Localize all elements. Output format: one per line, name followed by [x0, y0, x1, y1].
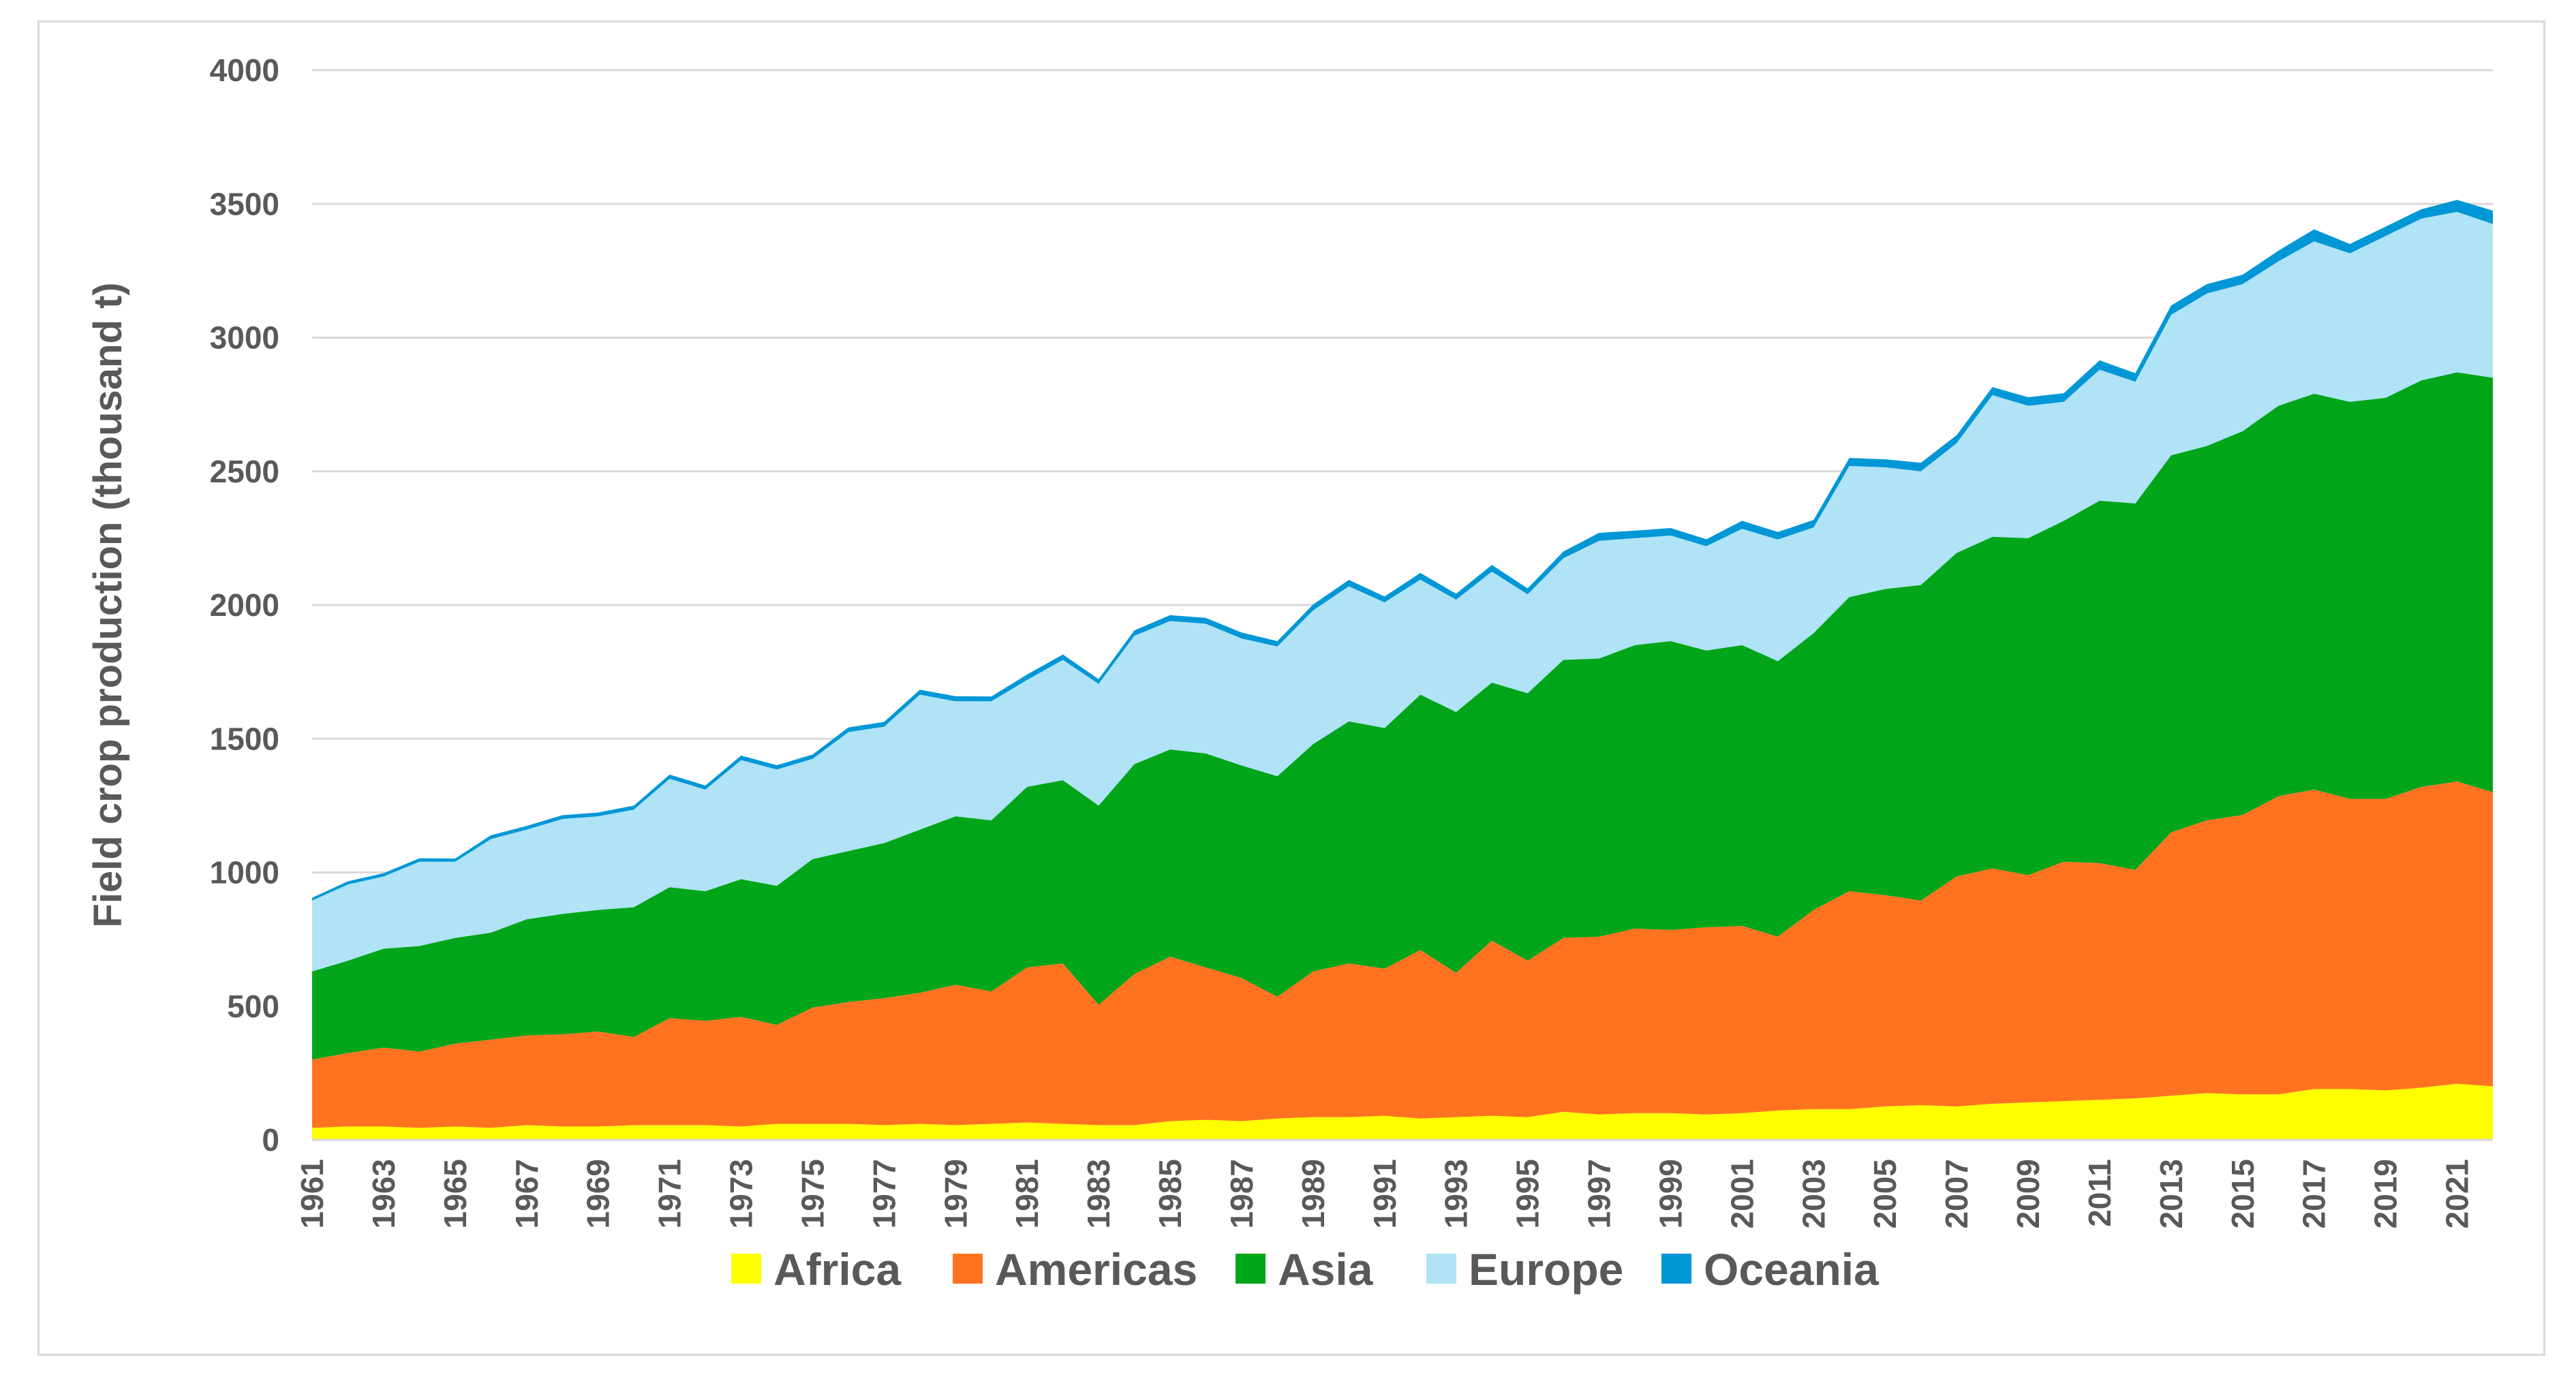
x-tick-label: 1995: [1510, 1159, 1546, 1228]
x-tick-label: 2009: [2010, 1159, 2046, 1228]
area-africa: [312, 1083, 2493, 1140]
x-tick-label: 2011: [2082, 1159, 2117, 1227]
x-tick-label: 1979: [938, 1159, 973, 1228]
legend: Africa Americas Asia Europe Oceania: [731, 1244, 1880, 1295]
x-tick-label: 1967: [509, 1159, 545, 1228]
x-tick-label: 1991: [1367, 1159, 1402, 1228]
y-tick-label: 2000: [210, 587, 279, 623]
y-tick-label: 0: [262, 1122, 279, 1158]
y-tick-label: 3500: [210, 186, 279, 221]
legend-swatch-americas: [953, 1254, 983, 1284]
legend-label-europe: Europe: [1469, 1244, 1623, 1295]
area-asia: [312, 372, 2493, 1060]
legend-swatch-europe: [1426, 1254, 1456, 1284]
chart-frame: 0 500 1000 1500 2000 2500 3000 3500 4000 1961 196…: [37, 20, 2545, 1356]
x-axis-ticks: 1961 1963 1965 1967 1969 1971 1973 1975 1977 1979…: [294, 1159, 2475, 1228]
x-tick-label: 1965: [438, 1159, 473, 1228]
x-tick-label: 1975: [795, 1159, 830, 1228]
x-tick-label: 1981: [1009, 1159, 1045, 1228]
y-tick-label: 1000: [210, 855, 279, 890]
x-tick-label: 1989: [1295, 1159, 1331, 1228]
x-tick-label: 1997: [1582, 1159, 1617, 1228]
x-tick-label: 1973: [724, 1159, 759, 1228]
x-tick-label: 1985: [1152, 1159, 1188, 1228]
x-tick-label: 1963: [366, 1159, 401, 1228]
y-tick-label: 1500: [210, 721, 279, 756]
x-tick-label: 2021: [2440, 1159, 2475, 1228]
legend-swatch-africa: [731, 1254, 761, 1284]
x-tick-label: 2015: [2225, 1159, 2260, 1228]
legend-label-africa: Africa: [773, 1244, 902, 1295]
y-axis-title: Field crop production (thousand t): [86, 282, 130, 927]
legend-label-oceania: Oceania: [1704, 1244, 1880, 1295]
x-tick-label: 2005: [1867, 1159, 1903, 1228]
y-tick-label: 4000: [210, 52, 279, 88]
y-tick-label: 3000: [210, 320, 279, 356]
x-tick-label: 1983: [1081, 1159, 1116, 1228]
x-tick-label: 1993: [1439, 1159, 1474, 1228]
x-tick-label: 1961: [294, 1159, 330, 1228]
x-tick-label: 1999: [1653, 1159, 1688, 1228]
area-europe: [312, 212, 2493, 972]
x-tick-label: 2019: [2368, 1159, 2404, 1228]
area-americas: [312, 781, 2493, 1128]
y-tick-label: 2500: [210, 454, 279, 489]
legend-swatch-asia: [1236, 1254, 1266, 1284]
legend-label-americas: Americas: [995, 1244, 1197, 1295]
x-tick-label: 1987: [1224, 1159, 1259, 1228]
series-areas: [312, 200, 2493, 1140]
x-tick-label: 2001: [1724, 1159, 1760, 1228]
y-tick-label: 500: [227, 989, 279, 1024]
legend-swatch-oceania: [1661, 1254, 1691, 1284]
x-tick-label: 1971: [652, 1159, 688, 1228]
x-tick-label: 2007: [1939, 1159, 1974, 1228]
x-tick-label: 1977: [866, 1159, 902, 1228]
x-tick-label: 1969: [581, 1159, 616, 1228]
legend-label-asia: Asia: [1278, 1244, 1374, 1295]
x-tick-label: 2013: [2153, 1159, 2189, 1228]
x-tick-label: 2003: [1796, 1159, 1831, 1228]
x-tick-label: 2017: [2297, 1159, 2332, 1228]
y-axis-ticks: 0 500 1000 1500 2000 2500 3000 3500 4000: [210, 52, 279, 1158]
